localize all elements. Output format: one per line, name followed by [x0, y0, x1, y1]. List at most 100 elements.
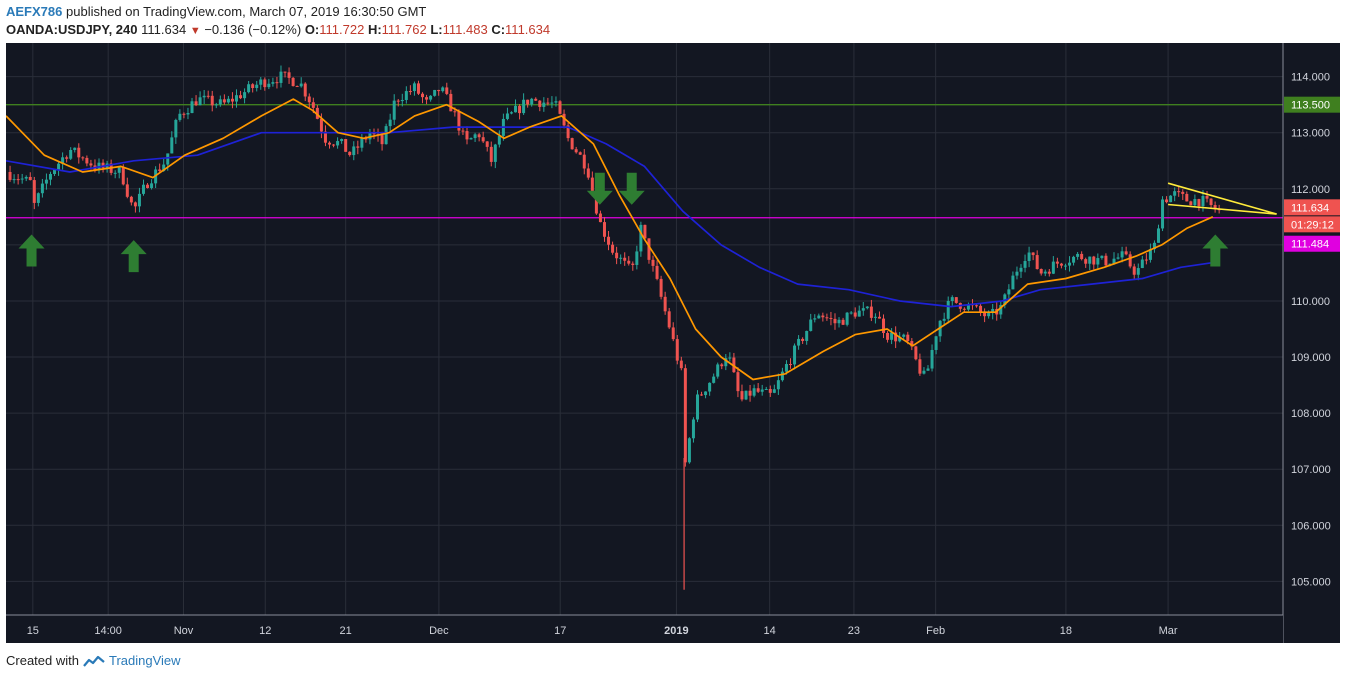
candle-up: [849, 312, 853, 314]
candle-down: [732, 357, 736, 373]
candle-down: [65, 157, 69, 159]
candle-down: [546, 102, 550, 104]
candle-up: [1140, 259, 1144, 269]
high-value: 111.762: [381, 22, 427, 37]
candle-up: [57, 163, 61, 170]
y-tick-label: 110.000: [1291, 296, 1330, 308]
candle-up: [922, 370, 926, 374]
candle-up: [987, 313, 991, 317]
candle-up: [635, 251, 639, 265]
candle-up: [473, 134, 477, 139]
candle-down: [627, 260, 631, 264]
candle-down: [651, 259, 655, 266]
candle-down: [975, 305, 979, 307]
candle-down: [1205, 195, 1209, 199]
candle-down: [607, 236, 611, 245]
x-tick-label: Nov: [174, 625, 194, 637]
candle-up: [166, 153, 170, 165]
candle-up: [760, 389, 764, 392]
candle-up: [772, 389, 776, 393]
candle-up: [780, 371, 784, 381]
candle-down: [655, 265, 659, 279]
candle-down: [1128, 254, 1132, 267]
candle-down: [910, 341, 914, 347]
candle-up: [1076, 253, 1080, 257]
y-tick-label: 105.000: [1291, 576, 1331, 588]
candle-down: [32, 180, 36, 203]
candle-up: [857, 310, 861, 317]
candle-up: [505, 113, 509, 119]
symbol-label: OANDA:USDJPY, 240: [6, 22, 138, 37]
candle-up: [360, 138, 364, 148]
candle-down: [307, 96, 311, 103]
candle-up: [1156, 228, 1160, 243]
candles: [8, 65, 1221, 467]
candle-up: [554, 101, 558, 103]
created-with-text: Created with: [6, 653, 79, 668]
candle-down: [1035, 255, 1039, 270]
candle-up: [141, 184, 145, 194]
candle-up: [619, 257, 623, 259]
author-link[interactable]: AEFX786: [6, 4, 63, 19]
support-tag-label: 111.484: [1291, 239, 1329, 251]
price-chart[interactable]: 105.000 106.000 107.000 108.000 109.000 110.0…: [6, 43, 1340, 643]
candle-up: [24, 176, 28, 179]
candle-down: [222, 99, 226, 103]
candle-down: [611, 244, 615, 253]
ma-slow-line: [6, 126, 1220, 308]
candle-down: [16, 179, 20, 181]
candle-down: [841, 319, 845, 325]
candle-down: [894, 332, 898, 342]
candle-down: [534, 98, 538, 101]
x-tick-label: 23: [848, 625, 860, 637]
candle-up: [388, 119, 392, 127]
candle-up: [861, 308, 865, 311]
candle-down: [28, 176, 32, 181]
y-tick-label: 109.000: [1291, 352, 1331, 364]
candle-down: [789, 364, 793, 366]
candle-up: [1043, 271, 1047, 274]
price-axis: [1283, 43, 1340, 643]
candle-up: [1096, 258, 1100, 265]
candle-up: [429, 95, 433, 100]
candle-up: [352, 146, 356, 156]
candle-up: [1100, 255, 1104, 259]
candle-down: [1092, 256, 1096, 265]
candle-down: [1084, 259, 1088, 264]
candle-down: [182, 113, 186, 115]
candle-up: [218, 99, 222, 105]
candle-up: [1072, 256, 1076, 263]
candle-down: [643, 224, 647, 239]
candle-down: [594, 190, 598, 214]
candle-up: [817, 315, 821, 319]
candle-down: [489, 146, 493, 162]
candle-down: [408, 91, 412, 93]
candle-down: [914, 346, 918, 360]
candle-down: [886, 333, 890, 340]
candle-up: [190, 101, 194, 114]
close-label: C:: [491, 22, 506, 37]
tradingview-link[interactable]: TradingView: [108, 653, 181, 668]
candle-up: [639, 224, 643, 252]
candle-down: [1213, 205, 1217, 210]
candle-down: [671, 327, 675, 340]
candle-up: [898, 336, 902, 342]
candle-down: [319, 118, 323, 132]
candle-up: [271, 82, 275, 84]
candle-down: [1177, 191, 1181, 193]
candle-down: [631, 263, 635, 265]
candle-down: [89, 163, 93, 166]
grid-lines: [6, 43, 1283, 615]
candle-down: [720, 364, 724, 367]
candle-down: [768, 388, 772, 393]
candle-down: [700, 394, 704, 396]
candle-up: [813, 318, 817, 320]
candle-down: [77, 147, 81, 158]
candle-up: [999, 305, 1003, 315]
candle-down: [979, 305, 983, 313]
candle-down: [833, 318, 837, 324]
candle-down: [465, 131, 469, 140]
candle-down: [558, 101, 562, 114]
y-tick-label: 112.000: [1291, 184, 1330, 196]
candle-down: [239, 95, 243, 99]
